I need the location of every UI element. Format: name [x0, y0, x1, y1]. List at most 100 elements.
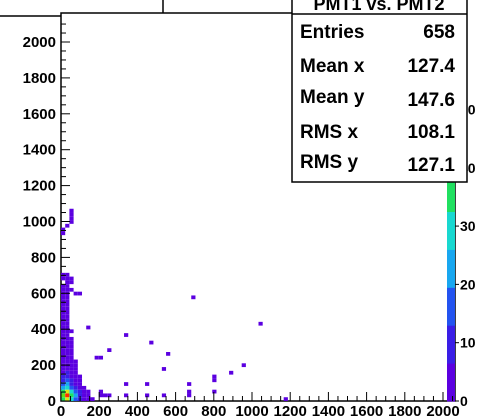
heatmap-bin: [86, 393, 91, 398]
heatmap-bin: [73, 367, 78, 371]
heatmap-bin: [65, 389, 70, 394]
heatmap-bin: [69, 397, 74, 401]
heatmap-bin: [166, 351, 171, 356]
heatmap-bin: [69, 355, 74, 360]
heatmap-bin: [69, 336, 74, 341]
heatmap-bin: [65, 276, 70, 281]
heatmap-bin: [145, 393, 150, 398]
heatmap-bin: [65, 287, 70, 292]
heatmap-bin: [77, 393, 83, 398]
heatmap-bin: [61, 227, 66, 232]
stats-mean-y-value: 147.6: [407, 90, 455, 111]
heatmap-bin: [124, 333, 129, 337]
heatmap-bin: [229, 370, 234, 375]
heatmap-bin: [212, 389, 217, 394]
heatmap-bin: [69, 385, 74, 390]
y-tick-label: 1000: [23, 214, 56, 231]
heatmap-bin: [82, 385, 87, 390]
heatmap-bin: [82, 393, 87, 398]
y-axis: 0 200 400 600 800 1000 1200 1400 1600 1800 2000: [23, 23, 70, 410]
y-tick-label: 1600: [23, 106, 56, 123]
y-tick-label: 1200: [23, 178, 56, 195]
heatmap-bin: [73, 389, 78, 394]
heatmap-bin: [77, 389, 83, 394]
heatmap-bin: [69, 389, 74, 394]
heatmap-bins: [61, 208, 288, 401]
heatmap-bin: [124, 382, 129, 386]
stats-entries-value: 658: [423, 22, 455, 43]
heatmap-bin: [69, 212, 74, 217]
heatmap-bin: [73, 363, 78, 368]
heatmap-bin: [73, 385, 78, 390]
heatmap-bin: [61, 287, 66, 292]
x-tick-label: 800: [201, 403, 226, 420]
heatmap-bin: [61, 359, 66, 364]
heatmap-bin: [69, 367, 74, 371]
x-tick-label: 1600: [350, 403, 383, 420]
heatmap-bin: [61, 306, 66, 311]
heatmap-bin: [61, 378, 66, 383]
x-tick-label: 1400: [312, 403, 345, 420]
heatmap-bin: [65, 374, 70, 379]
heatmap-bin: [61, 321, 66, 326]
heatmap-bin: [69, 344, 74, 349]
color-scale-segment: [447, 363, 455, 402]
x-tick-label: 200: [87, 403, 112, 420]
heatmap-bin: [73, 397, 78, 401]
color-scale-segment: [447, 325, 455, 364]
x-tick-label: 400: [125, 403, 150, 420]
heatmap-bin: [61, 299, 66, 303]
heatmap-bin: [69, 276, 74, 281]
heatmap-bin: [94, 355, 99, 360]
y-tick-label: 200: [31, 357, 56, 374]
heatmap-bin: [61, 382, 66, 386]
heatmap-bin: [65, 302, 70, 307]
heatmap-bin: [61, 333, 66, 337]
stats-entries-label: Entries: [300, 22, 364, 43]
heatmap-bin: [65, 367, 70, 371]
heatmap-bin: [69, 280, 74, 285]
heatmap-bin: [69, 382, 74, 386]
heatmap-bin: [65, 340, 70, 345]
heatmap-bin: [69, 340, 74, 345]
heatmap-bin: [61, 351, 66, 356]
heatmap-bin: [65, 378, 70, 383]
heatmap-bin: [61, 355, 66, 360]
heatmap-bin: [65, 310, 70, 315]
z-tick-label: 0: [460, 393, 468, 409]
x-tick-label: 1800: [388, 403, 421, 420]
heatmap-bin: [69, 374, 74, 379]
z-tick-label: 10: [460, 335, 476, 351]
heatmap-bin: [65, 397, 70, 401]
heatmap-bin: [65, 333, 70, 337]
heatmap-bin: [90, 397, 95, 401]
heatmap-bin: [82, 389, 87, 394]
stats-mean-y-label: Mean y: [300, 87, 365, 108]
y-tick-label: 1800: [23, 70, 56, 87]
heatmap-bin: [187, 389, 192, 394]
heatmap-bin: [61, 231, 66, 236]
heatmap-bin: [69, 287, 74, 292]
heatmap-bin: [73, 382, 78, 386]
heatmap-bin: [65, 321, 70, 326]
heatmap-bin: [61, 348, 66, 352]
heatmap-bin: [65, 359, 70, 364]
heatmap-bin: [187, 382, 192, 386]
heatmap-bin: [241, 363, 246, 368]
heatmap-bin: [61, 367, 66, 371]
heatmap-bin: [61, 370, 66, 375]
heatmap-bin: [65, 329, 70, 334]
heatmap-bin: [86, 325, 91, 330]
x-tick-label: 2000: [426, 403, 459, 420]
heatmap-bin: [77, 385, 83, 390]
heatmap-bin: [61, 397, 66, 401]
heatmap-bin: [73, 393, 78, 398]
heatmap-bin: [73, 374, 78, 379]
heatmap-bin: [73, 291, 78, 296]
color-scale-segment: [447, 287, 455, 326]
heatmap-bin: [65, 314, 70, 319]
heatmap-bin: [65, 272, 70, 277]
color-scale-segment: [447, 249, 455, 288]
stats-mean-x-label: Mean x: [300, 56, 365, 77]
